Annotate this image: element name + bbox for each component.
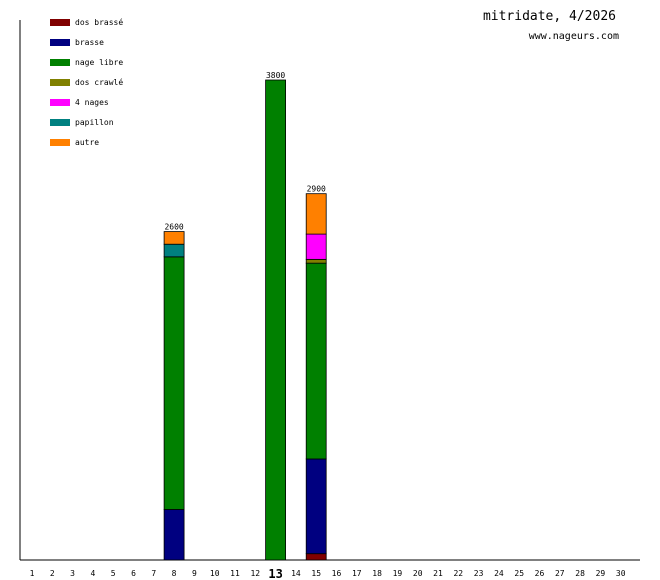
x-tick-label: 18 bbox=[372, 569, 382, 578]
x-tick-label: 21 bbox=[433, 569, 443, 578]
x-tick-label: 19 bbox=[393, 569, 403, 578]
bar-segment bbox=[305, 233, 327, 260]
x-tick-label: 28 bbox=[575, 569, 585, 578]
bar-segment bbox=[163, 256, 185, 510]
x-tick-label: 12 bbox=[250, 569, 260, 578]
x-tick-label: 20 bbox=[413, 569, 423, 578]
x-tick-label: 27 bbox=[555, 569, 565, 578]
legend-swatch bbox=[50, 99, 70, 106]
bar-total-label: 2900 bbox=[307, 185, 326, 194]
legend-swatch bbox=[50, 139, 70, 146]
x-tick-label: 1 bbox=[30, 569, 35, 578]
bar-segment bbox=[305, 258, 327, 264]
x-tick-label: 22 bbox=[453, 569, 463, 578]
x-tick-label: 30 bbox=[616, 569, 626, 578]
x-tick-label: 6 bbox=[131, 569, 136, 578]
legend-label: dos crawlé bbox=[75, 77, 123, 87]
bar-segment bbox=[305, 553, 327, 561]
legend-label: dos brassé bbox=[75, 17, 123, 27]
x-tick-label: 17 bbox=[352, 569, 362, 578]
x-tick-label: 16 bbox=[332, 569, 342, 578]
legend-swatch bbox=[50, 59, 70, 66]
bar-segment bbox=[265, 79, 287, 561]
x-tick-label: 23 bbox=[474, 569, 484, 578]
x-tick-label: 25 bbox=[514, 569, 524, 578]
x-tick-label: 8 bbox=[172, 569, 177, 578]
site-url: www.nageurs.com bbox=[528, 31, 619, 42]
legend-swatch bbox=[50, 19, 70, 26]
x-tick-label: 13 bbox=[268, 567, 282, 580]
x-tick-label: 4 bbox=[90, 569, 95, 578]
bar-total-label: 3800 bbox=[266, 71, 285, 80]
bar-segment bbox=[163, 509, 185, 561]
legend-swatch bbox=[50, 39, 70, 46]
x-tick-label: 26 bbox=[535, 569, 545, 578]
x-tick-label: 14 bbox=[291, 569, 301, 578]
chart-title: mitridate, 4/2026 bbox=[482, 9, 616, 24]
legend-label: 4 nages bbox=[75, 98, 109, 107]
x-tick-label: 29 bbox=[596, 569, 606, 578]
x-tick-label: 10 bbox=[210, 569, 220, 578]
legend-label: brasse bbox=[75, 38, 104, 47]
legend-swatch bbox=[50, 119, 70, 126]
legend-label: autre bbox=[75, 138, 99, 147]
legend-label: papillon bbox=[75, 118, 114, 127]
x-tick-label: 7 bbox=[151, 569, 156, 578]
bar-segment bbox=[305, 262, 327, 460]
bar-segment bbox=[305, 193, 327, 235]
x-tick-label: 11 bbox=[230, 569, 240, 578]
x-tick-label: 2 bbox=[50, 569, 55, 578]
bar-total-label: 2600 bbox=[164, 223, 183, 232]
x-tick-label: 24 bbox=[494, 569, 504, 578]
bar-segment bbox=[163, 231, 185, 245]
bar-segment bbox=[305, 458, 327, 555]
legend-swatch bbox=[50, 79, 70, 86]
legend-label: nage libre bbox=[75, 58, 123, 67]
x-tick-label: 3 bbox=[70, 569, 75, 578]
x-tick-label: 9 bbox=[192, 569, 197, 578]
x-tick-label: 5 bbox=[111, 569, 116, 578]
x-tick-label: 15 bbox=[311, 569, 321, 578]
bar-segment bbox=[163, 243, 185, 258]
